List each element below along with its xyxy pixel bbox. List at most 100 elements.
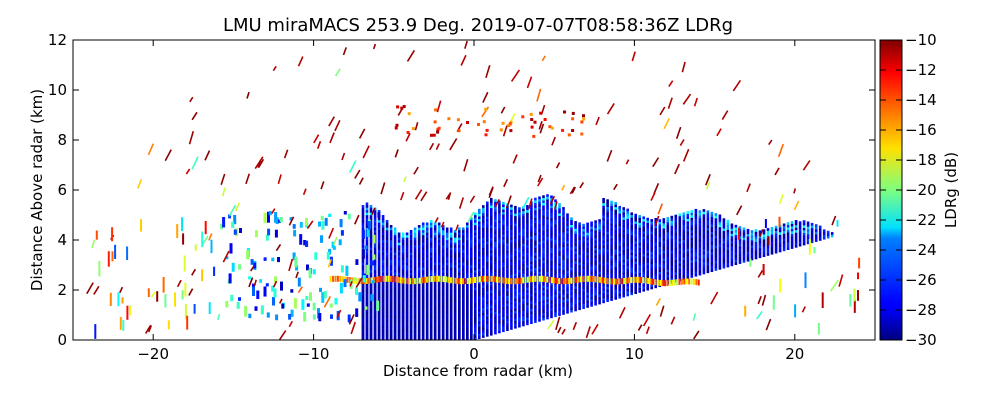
echo-cell	[429, 335, 433, 338]
echo-cell	[614, 242, 617, 245]
echo-cell	[445, 252, 449, 256]
echo-cell	[654, 270, 657, 274]
echo-cell	[558, 215, 561, 219]
echo-cell	[466, 270, 469, 273]
echo-cell	[425, 250, 429, 253]
echo-cell	[486, 324, 489, 327]
echo-cell	[590, 231, 593, 235]
echo-cell	[570, 242, 573, 245]
echo-cell	[806, 241, 810, 245]
echo-cell	[726, 229, 730, 233]
echo-cell	[490, 205, 493, 209]
echo-cell	[502, 296, 505, 300]
echo-cell	[634, 221, 637, 224]
echo-cell	[522, 293, 525, 297]
echo-cell	[526, 262, 529, 266]
echo-cell	[702, 239, 706, 242]
echo-cell	[634, 268, 637, 272]
fringe-cell	[239, 228, 242, 233]
echo-cell	[558, 240, 561, 244]
echo-cell	[618, 253, 621, 257]
echo-cell	[714, 233, 718, 236]
echo-cell	[470, 227, 473, 231]
echo-cell	[389, 257, 393, 261]
echo-cell	[425, 330, 429, 333]
echo-cell	[698, 217, 702, 221]
echo-cell	[714, 215, 718, 219]
echo-cell	[594, 302, 597, 306]
echo-cell	[361, 245, 365, 248]
echo-cell	[518, 314, 521, 318]
echo-cell	[409, 230, 413, 233]
echo-cell	[566, 263, 569, 267]
echo-cell	[618, 228, 621, 232]
echo-cell	[542, 227, 545, 231]
echo-cell	[405, 250, 409, 253]
echo-cell	[522, 218, 525, 222]
echo-cell	[590, 224, 593, 227]
echo-cell	[558, 250, 561, 254]
echo-cell	[421, 230, 425, 233]
echo-cell	[433, 282, 437, 286]
echo-cell	[702, 254, 706, 257]
echo-cell	[433, 260, 437, 263]
echo-cell	[562, 232, 565, 235]
echo-cell	[582, 231, 585, 234]
echo-cell	[393, 312, 397, 316]
echo-cell	[790, 236, 794, 239]
echo-cell	[646, 255, 649, 258]
echo-cell	[530, 251, 533, 254]
echo-cell	[429, 262, 433, 266]
echo-cell	[502, 201, 505, 205]
echo-cell	[365, 242, 369, 246]
echo-cell	[385, 250, 389, 253]
echo-cell	[722, 255, 726, 259]
echo-cell	[666, 262, 670, 265]
echo-cell	[365, 317, 369, 321]
echo-cell	[738, 258, 742, 262]
echo-cell	[590, 281, 593, 285]
echo-cell	[530, 208, 533, 212]
echo-cell	[590, 251, 593, 255]
echo-cell	[762, 246, 766, 250]
echo-cell	[462, 335, 465, 338]
echo-cell	[449, 247, 453, 251]
echo-cell	[606, 266, 609, 270]
echo-cell	[538, 246, 541, 250]
echo-cell	[666, 254, 670, 258]
echo-cell	[638, 290, 641, 293]
echo-cell	[722, 245, 726, 249]
echo-cell	[494, 326, 497, 330]
melting-layer-cell	[433, 275, 436, 282]
echo-cell	[478, 263, 481, 267]
echo-cell	[638, 285, 641, 288]
echo-cell	[377, 335, 381, 338]
echo-cell	[385, 242, 389, 246]
echo-cell	[614, 239, 617, 243]
echo-cell	[369, 235, 373, 238]
echo-cell	[754, 246, 758, 250]
echo-cell	[478, 316, 481, 319]
echo-cell	[698, 242, 702, 246]
echo-cell	[397, 315, 401, 318]
echo-cell	[441, 330, 445, 333]
echo-cell	[574, 223, 577, 227]
echo-cell	[490, 245, 493, 249]
echo-cell	[550, 248, 553, 251]
echo-cell	[678, 218, 682, 222]
echo-cell	[678, 253, 682, 257]
echo-cell	[470, 305, 473, 308]
echo-cell	[790, 233, 794, 237]
echo-cell	[494, 304, 497, 307]
echo-cell	[662, 248, 666, 251]
echo-cell	[566, 243, 569, 247]
echo-cell	[373, 227, 377, 231]
echo-cell	[674, 237, 678, 240]
echo-cell	[550, 270, 553, 274]
echo-cell	[778, 229, 782, 233]
echo-cell	[546, 226, 549, 230]
echo-cell	[698, 260, 702, 263]
echo-cell	[606, 299, 609, 302]
echo-cell	[417, 265, 421, 268]
echo-cell	[478, 286, 481, 289]
